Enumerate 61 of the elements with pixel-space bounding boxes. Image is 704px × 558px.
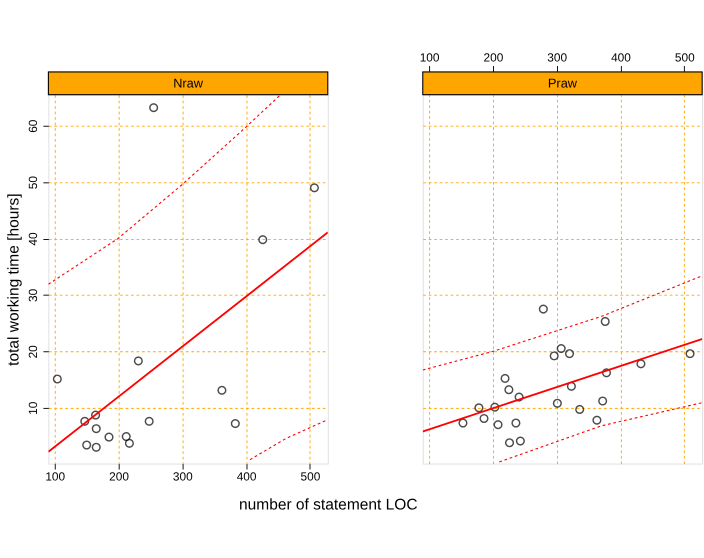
point xyxy=(636,359,646,368)
point xyxy=(504,438,514,448)
x-tick-label: 300 xyxy=(172,470,194,484)
x-tick-label: 200 xyxy=(483,50,504,64)
y-tick-label: 30 xyxy=(26,288,40,302)
line-series xyxy=(48,94,281,285)
point xyxy=(490,402,500,412)
point xyxy=(493,420,503,430)
point xyxy=(310,183,319,192)
x-axis-title: number of statement LOC xyxy=(239,496,418,514)
x-tick-label: 400 xyxy=(611,50,632,64)
y-axis-title: total working time [hours] xyxy=(6,193,23,366)
chart-title: Nraw xyxy=(173,75,204,90)
y-tick-label: 40 xyxy=(26,232,40,246)
point xyxy=(134,356,143,366)
point xyxy=(566,382,576,391)
point xyxy=(564,349,574,358)
point xyxy=(230,419,240,428)
y-tick-label: 50 xyxy=(26,176,40,190)
y-tick-label: 60 xyxy=(26,119,40,133)
point xyxy=(149,103,158,112)
point xyxy=(258,235,268,244)
point xyxy=(479,414,489,424)
point xyxy=(217,386,226,395)
point xyxy=(600,316,610,326)
point xyxy=(598,396,608,406)
point xyxy=(474,403,484,412)
point xyxy=(602,368,612,378)
point xyxy=(500,374,510,383)
point xyxy=(511,418,520,428)
point xyxy=(144,416,154,426)
point xyxy=(686,349,695,358)
point xyxy=(550,351,559,360)
y-tick-label: 20 xyxy=(26,344,40,358)
point xyxy=(592,416,602,425)
point xyxy=(92,442,101,452)
point xyxy=(538,304,548,314)
point xyxy=(92,424,101,434)
point xyxy=(458,418,468,428)
point xyxy=(514,392,524,402)
point xyxy=(556,344,566,354)
point xyxy=(552,398,562,408)
point xyxy=(504,385,514,394)
x-tick-label: 200 xyxy=(109,470,130,484)
x-tick-label: 500 xyxy=(674,50,696,64)
point xyxy=(80,416,90,426)
x-tick-label: 500 xyxy=(300,470,321,484)
x-tick-label: 100 xyxy=(420,50,440,64)
chart-title: Praw xyxy=(548,75,578,90)
point xyxy=(91,410,100,420)
point xyxy=(575,404,584,414)
x-tick-label: 300 xyxy=(547,50,568,64)
point xyxy=(124,438,134,448)
point xyxy=(122,432,131,442)
point xyxy=(52,374,62,384)
x-tick-label: 400 xyxy=(236,470,257,484)
point xyxy=(82,440,92,450)
point xyxy=(104,432,114,442)
x-tick-label: 100 xyxy=(45,470,66,484)
point xyxy=(516,436,525,446)
y-tick-label: 10 xyxy=(26,401,40,415)
